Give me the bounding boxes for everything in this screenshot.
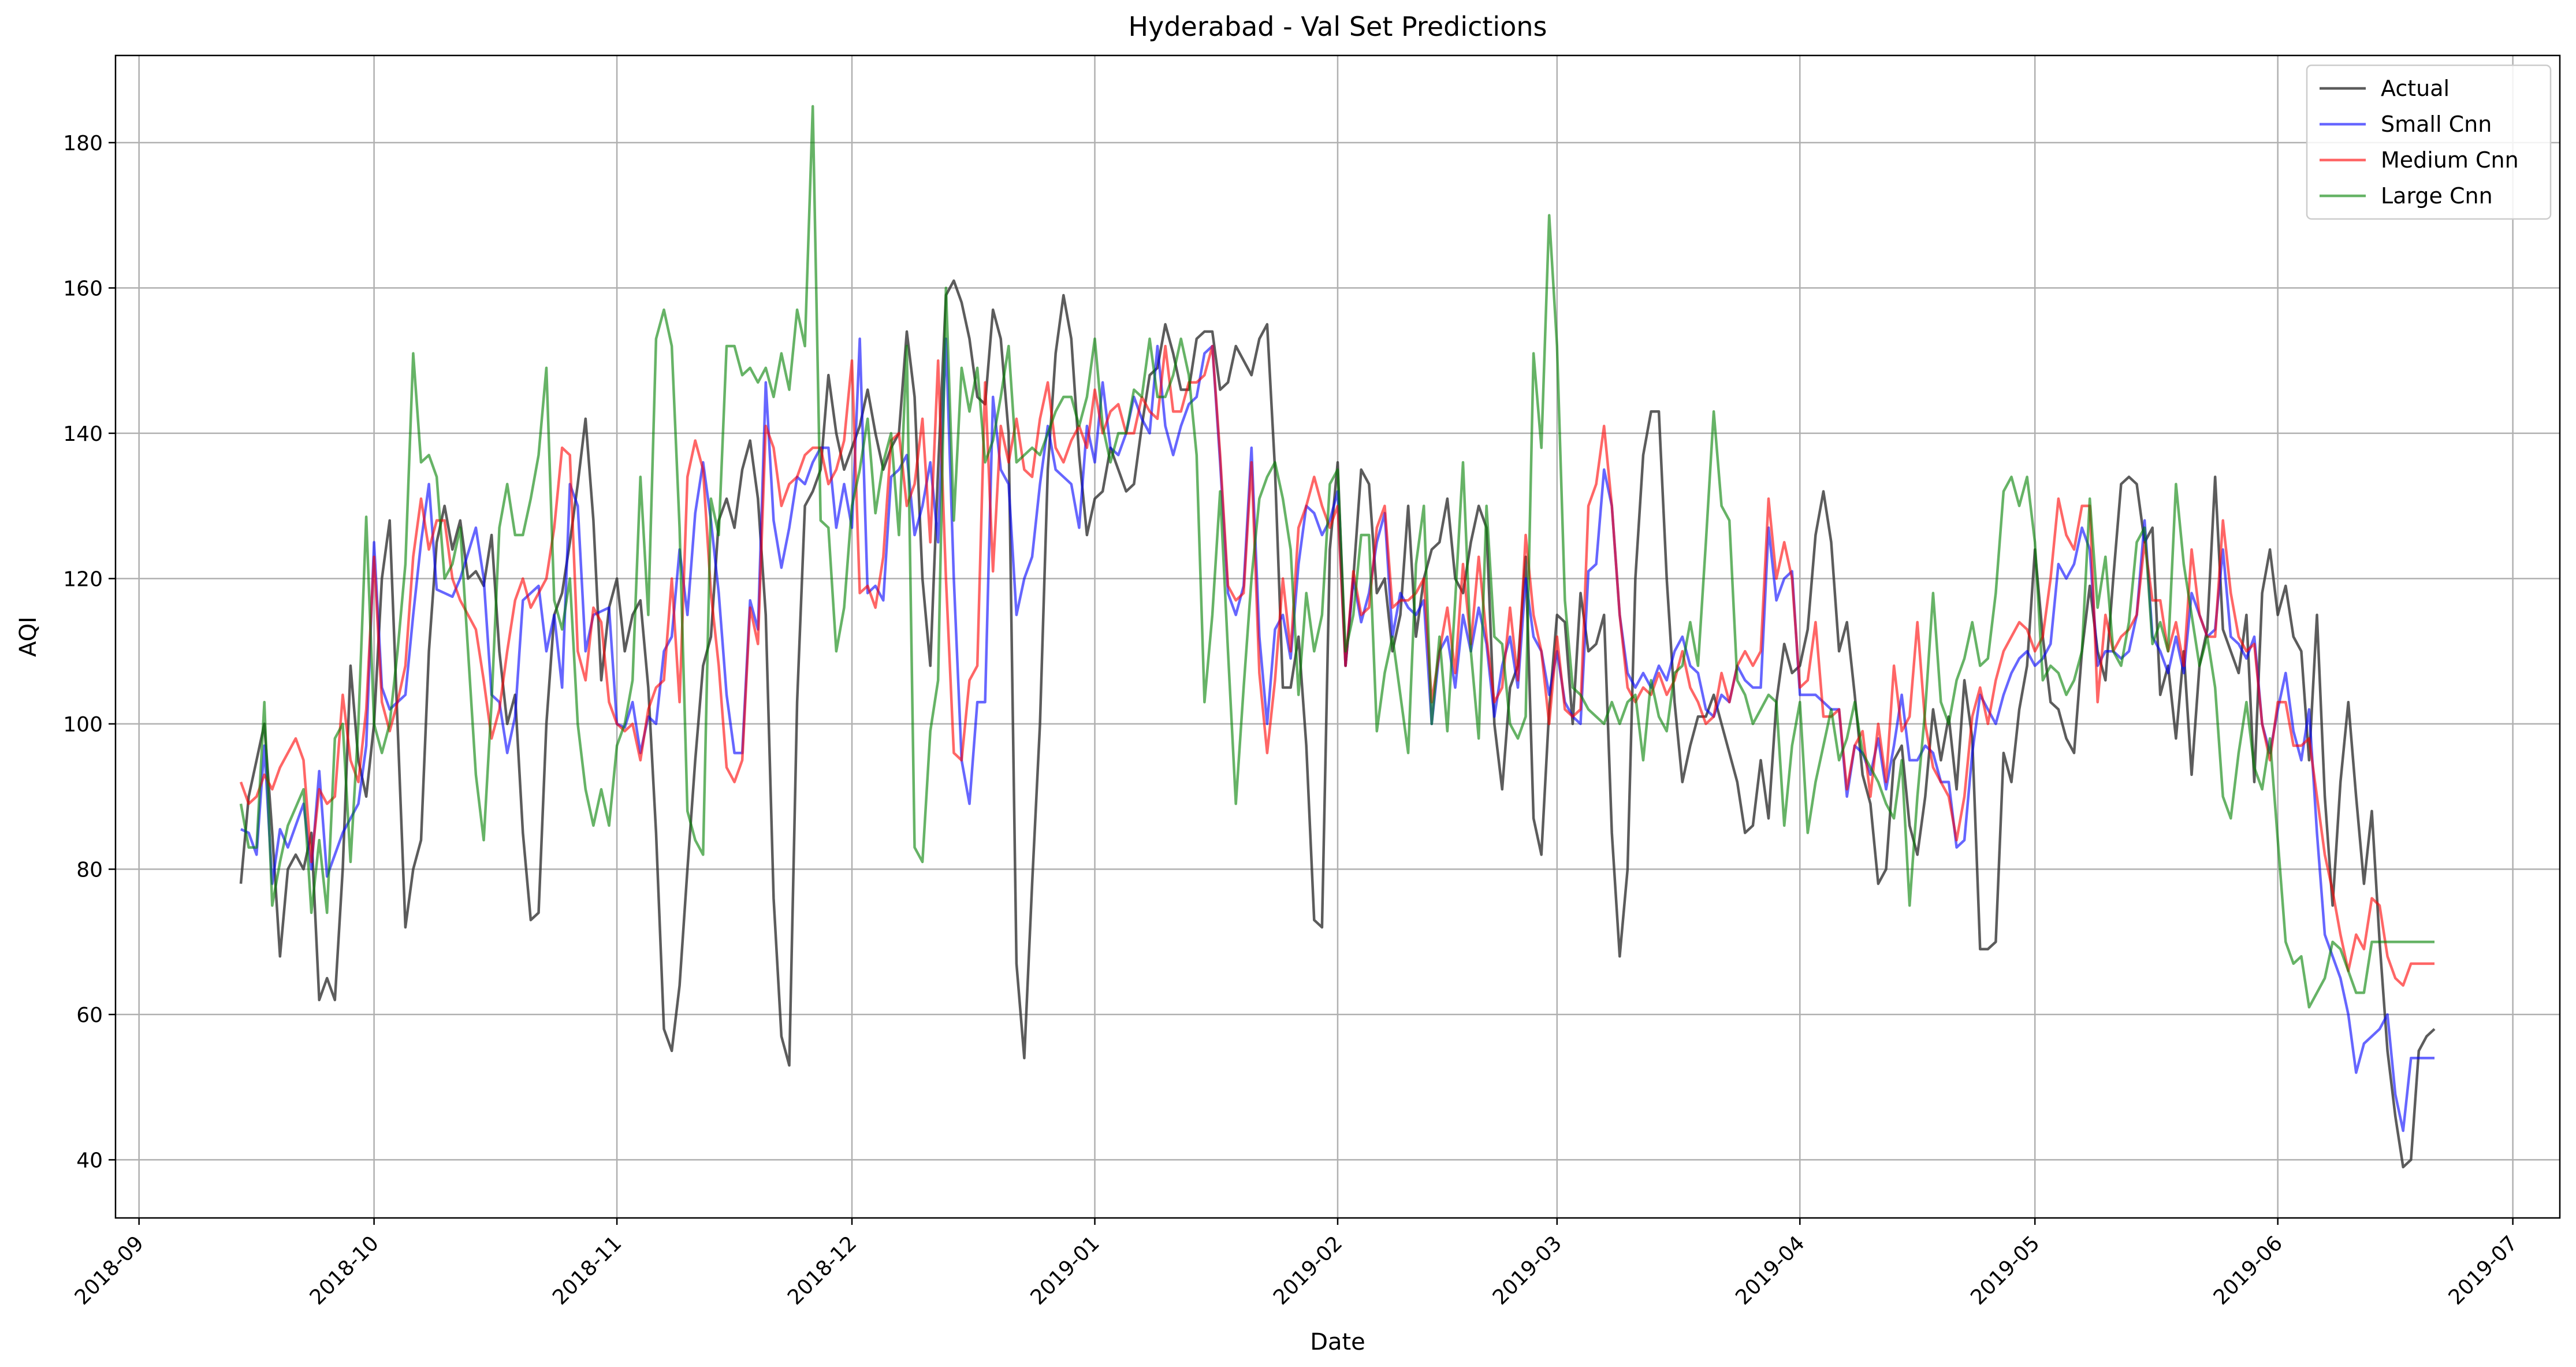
y-axis: 40 60 80 100 120 140 160 180 — [63, 132, 116, 1172]
y-tick-label: 160 — [63, 277, 103, 300]
series-line-actual — [239, 279, 2436, 1169]
legend-label-actual: Actual — [2381, 76, 2450, 101]
y-tick-label: 140 — [63, 422, 103, 446]
series-line-medium-cnn — [239, 344, 2434, 987]
y-tick-label: 120 — [63, 567, 103, 591]
legend-box — [2306, 64, 2552, 220]
y-tick-label: 60 — [76, 1004, 103, 1027]
series-group — [239, 105, 2436, 1169]
legend-label-large-cnn: Large Cnn — [2381, 183, 2493, 209]
y-tick-label: 180 — [63, 132, 103, 155]
y-tick-label: 40 — [76, 1149, 103, 1172]
grid — [116, 55, 2560, 1218]
chart-title: Hyderabad - Val Set Predictions — [1129, 11, 1547, 42]
y-tick-label: 80 — [76, 858, 103, 882]
series-line-large-cnn — [239, 105, 2434, 1009]
legend: Actual Small Cnn Medium Cnn Large Cnn — [2306, 64, 2552, 220]
x-axis-label: Date — [1310, 1329, 1365, 1355]
legend-label-medium-cnn: Medium Cnn — [2381, 147, 2519, 173]
y-tick-label: 100 — [63, 713, 103, 737]
y-axis-label: AQI — [15, 616, 42, 657]
legend-label-small-cnn: Small Cnn — [2381, 112, 2492, 137]
